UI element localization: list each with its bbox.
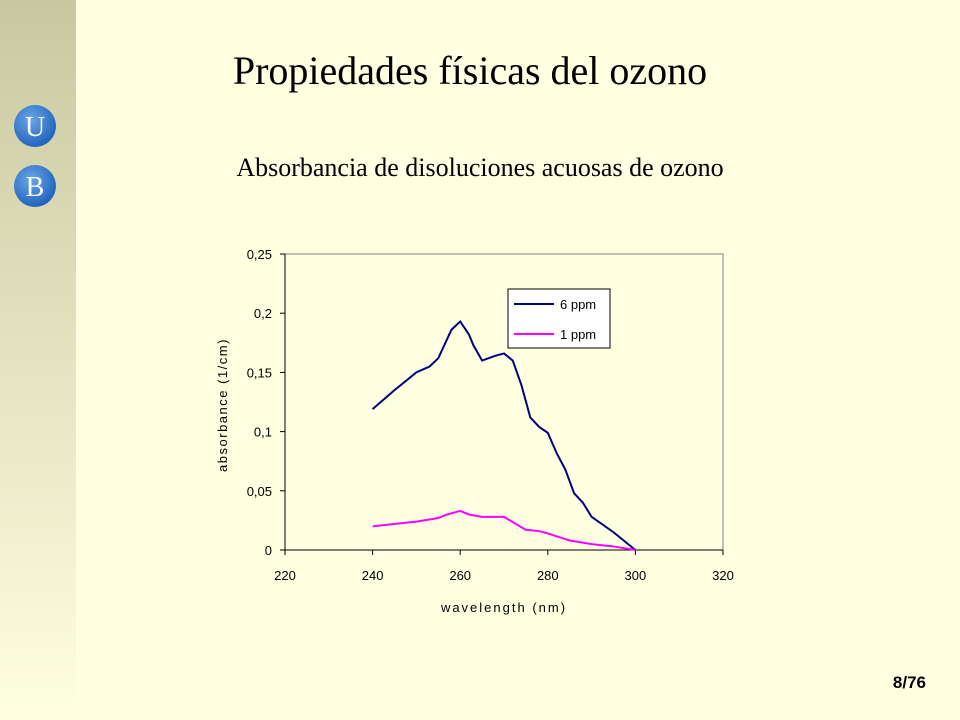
x-axis-label: wavelength (nm) (440, 600, 567, 615)
y-tick-label: 0,15 (247, 365, 272, 380)
data-line (372, 509, 636, 551)
x-tick-label: 320 (712, 568, 734, 583)
logo-letter: B (26, 172, 45, 203)
y-tick-label: 0,2 (254, 306, 272, 321)
logo-circle (14, 105, 56, 147)
x-tick-label: 280 (537, 568, 559, 583)
legend-box (507, 288, 611, 349)
logo-letter: U (25, 112, 45, 143)
y-tick-label: 0,25 (247, 247, 272, 262)
legend-label: 1 ppm (560, 327, 596, 342)
x-tick-label: 240 (362, 568, 384, 583)
x-tick-label: 300 (625, 568, 647, 583)
x-tick-label: 260 (449, 568, 471, 583)
legend-label: 6 ppm (560, 297, 596, 312)
y-tick-label: 0 (265, 543, 272, 558)
slide-title: Propiedades físicas del ozono (233, 48, 707, 93)
y-axis-label: absorbance (1/cm) (215, 338, 230, 472)
x-tick-label: 220 (274, 568, 296, 583)
data-line (371, 319, 637, 551)
y-tick-label: 0,05 (247, 484, 272, 499)
slide-subtitle: Absorbancia de disoluciones acuosas de o… (236, 153, 723, 182)
logo-circle (14, 165, 56, 207)
y-tick-label: 0,1 (254, 425, 272, 440)
page-number: 8/76 (893, 673, 926, 692)
